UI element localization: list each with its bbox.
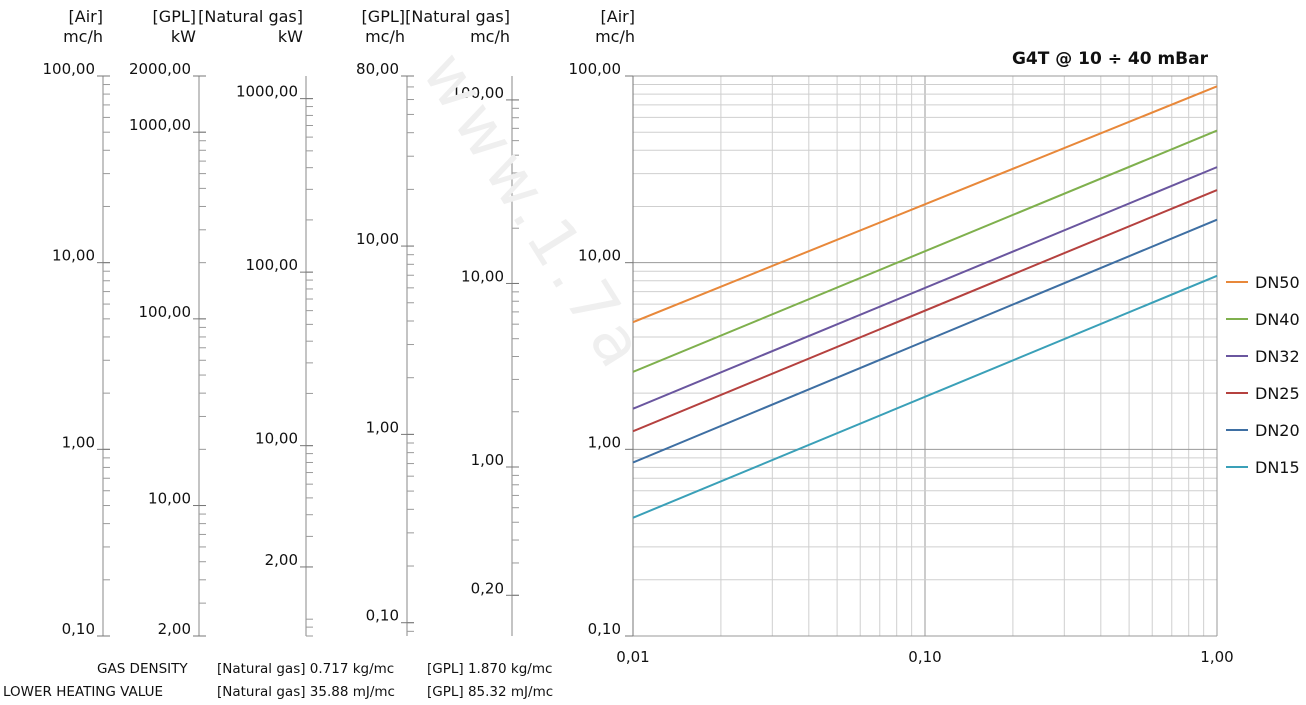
series-line-dn15 — [632, 274, 1218, 519]
scale-tick-label: 1,00 — [62, 433, 95, 451]
scale-tick-label: 0,10 — [366, 607, 399, 625]
plot-x-tick-label: 0,10 — [908, 648, 941, 666]
scale-tick-label: 10,00 — [148, 490, 191, 508]
plot-y-axis-header: [Air] — [601, 7, 635, 26]
scale-tick-label: 0,20 — [471, 579, 504, 597]
scale-header-line: mc/h — [365, 27, 405, 46]
plot-y-tick-label: 0,10 — [588, 620, 621, 638]
scale-header-line: [Natural gas] — [405, 7, 510, 26]
legend-label-dn50: DN50 — [1255, 273, 1300, 292]
scale-tick-label: 2000,00 — [129, 60, 191, 78]
scale-tick-label: 0,10 — [62, 620, 95, 638]
scale-header-line: [Air] — [69, 7, 103, 26]
gas-density-natural-gas: [Natural gas] 0.717 kg/mc — [217, 661, 395, 677]
scale-tick-label: 10,00 — [52, 247, 95, 265]
series-line-dn20 — [632, 218, 1218, 464]
lhv-gpl: [GPL] 85.32 mJ/mc — [427, 684, 554, 700]
lhv-label: LOWER HEATING VALUE — [3, 684, 164, 700]
scale-tick-label: 100,00 — [452, 84, 505, 102]
plot-x-tick-label: 1,00 — [1200, 648, 1233, 666]
scale-tick-label: 100,00 — [246, 256, 299, 274]
scale-tick-label: 10,00 — [461, 267, 504, 285]
scale-tick-label: 2,00 — [158, 620, 191, 638]
scale-tick-label: 100,00 — [139, 303, 192, 321]
series-line-dn25 — [632, 189, 1218, 433]
lhv-natural-gas: [Natural gas] 35.88 mJ/mc — [217, 684, 395, 700]
scale-header-line: mc/h — [63, 27, 103, 46]
scale-tick-label: 10,00 — [255, 430, 298, 448]
plot-x-tick-label: 0,01 — [616, 648, 649, 666]
scale-header-line: kW — [171, 27, 196, 46]
scale-tick-label: 1,00 — [366, 418, 399, 436]
plot-y-tick-label: 10,00 — [578, 247, 621, 265]
scale-header-line: [GPL] — [153, 7, 196, 26]
legend-label-dn20: DN20 — [1255, 421, 1300, 440]
scale-tick-label: 1000,00 — [236, 83, 298, 101]
gas-density-label: GAS DENSITY — [97, 661, 188, 677]
plot-grid — [632, 75, 1218, 637]
plot-y-axis-header: mc/h — [595, 27, 635, 46]
scale-tick-label: 2,00 — [265, 551, 298, 569]
scale-header-line: [Natural gas] — [198, 7, 303, 26]
series-line-dn32 — [632, 166, 1218, 410]
gas-density-gpl: [GPL] 1.870 kg/mc — [427, 661, 553, 677]
legend-label-dn25: DN25 — [1255, 384, 1300, 403]
scale-tick-label: 1000,00 — [129, 116, 191, 134]
scale-tick-label: 80,00 — [356, 60, 399, 78]
legend-label-dn15: DN15 — [1255, 458, 1300, 477]
series-line-dn40 — [632, 129, 1218, 373]
scale-tick-label: 1,00 — [471, 451, 504, 469]
legend-label-dn32: DN32 — [1255, 347, 1300, 366]
chart-title: G4T @ 10 ÷ 40 mBar — [1012, 49, 1209, 69]
series-line-dn50 — [632, 85, 1218, 324]
scale-tick-label: 10,00 — [356, 230, 399, 248]
legend-label-dn40: DN40 — [1255, 310, 1300, 329]
scale-header-line: mc/h — [470, 27, 510, 46]
plot-y-tick-label: 100,00 — [569, 60, 622, 78]
scale-header-line: kW — [278, 27, 303, 46]
plot-y-tick-label: 1,00 — [588, 433, 621, 451]
scale-header-line: [GPL] — [362, 7, 405, 26]
scale-tick-label: 100,00 — [43, 60, 96, 78]
